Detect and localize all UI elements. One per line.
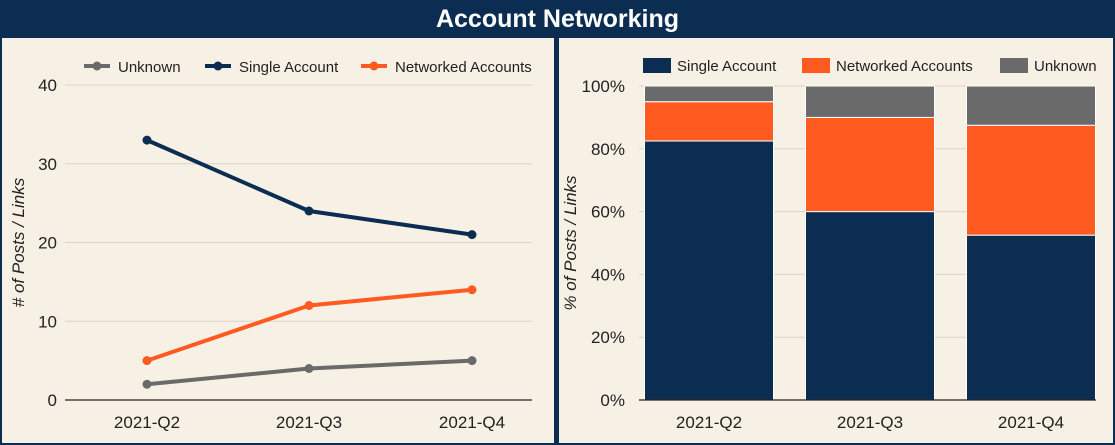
x-tick-label: 2021-Q2: [114, 413, 180, 432]
y-tick-label: 20%: [591, 328, 625, 347]
data-point: [304, 364, 314, 373]
legend-label: Unknown: [1034, 58, 1097, 75]
legend-item: Networked Accounts: [802, 58, 973, 75]
line-chart-panel: 0 10 20 30 40 2021-Q2 2021-Q3 2021-Q4 # of Posts…: [2, 38, 554, 443]
legend-label: Networked Accounts: [836, 58, 973, 75]
x-tick-label: 2021-Q3: [276, 413, 342, 432]
bar-segment: [966, 85, 1096, 126]
y-tick-label: 0: [48, 391, 57, 410]
y-tick-label: 60%: [591, 203, 625, 222]
y-axis-label: # of Posts / Links: [9, 177, 28, 307]
data-point: [142, 379, 152, 389]
y-tick-label: 20: [38, 234, 57, 253]
x-tick-label: 2021-Q3: [837, 413, 903, 432]
y-tick-label: 30: [38, 155, 57, 174]
data-point: [304, 301, 314, 310]
stacked-bar-chart-panel: 0% 20% 40% 60% 80% 100% 2021-Q2 2021-Q3 2021-Q4%…: [559, 38, 1113, 443]
bar-segment: [805, 211, 935, 401]
legend-label: Networked Accounts: [395, 59, 532, 76]
data-point: [142, 135, 152, 145]
bar-segment: [805, 116, 935, 213]
legend-swatch: [1000, 58, 1028, 73]
y-tick-label: 100%: [582, 77, 625, 96]
data-point: [467, 230, 477, 240]
data-point: [304, 206, 314, 216]
bar-segment: [644, 140, 774, 401]
series-line: [146, 138, 473, 237]
stacked-bar-chart: 0% 20% 40% 60% 80% 100% 2021-Q2 2021-Q3 2021-Q4%…: [561, 58, 1097, 432]
bar-segment: [966, 124, 1096, 236]
legend-label: Unknown: [118, 59, 181, 76]
x-tick-label: 2021-Q2: [676, 413, 742, 432]
data-point: [142, 356, 152, 366]
legend-swatch-marker: [369, 61, 379, 71]
legend-swatch: [643, 58, 671, 73]
bar-segment: [644, 85, 774, 103]
bar-segment: [966, 234, 1096, 401]
x-tick-label: 2021-Q4: [998, 413, 1064, 432]
line-chart: 0 10 20 30 40 2021-Q2 2021-Q3 2021-Q4 # of Posts…: [9, 59, 532, 432]
y-tick-label: 40: [38, 76, 57, 95]
legend-swatch: [802, 58, 830, 73]
y-tick-label: 10: [38, 312, 57, 331]
page-title: Account Networking: [435, 5, 680, 33]
legend-label: Single Account: [239, 59, 339, 76]
legend-item: Single Account: [643, 58, 777, 75]
bar-segment: [644, 101, 774, 142]
y-tick-label: 80%: [591, 140, 625, 159]
legend-item: Networked Accounts: [361, 59, 532, 76]
legend-label: Single Account: [677, 58, 777, 75]
data-point: [467, 285, 477, 295]
y-tick-label: 40%: [591, 265, 625, 284]
legend-item: Single Account: [205, 59, 339, 76]
legend-swatch-marker: [213, 61, 223, 71]
x-tick-label: 2021-Q4: [439, 413, 505, 432]
data-point: [467, 356, 477, 366]
y-axis-label: % of Posts / Links: [561, 175, 580, 311]
bar-segment: [805, 85, 935, 118]
legend-swatch-marker: [92, 61, 102, 71]
legend-item: Unknown: [1000, 58, 1097, 75]
legend-item: Unknown: [84, 59, 181, 76]
series-line: [146, 287, 473, 363]
y-tick-label: 0%: [600, 391, 625, 410]
